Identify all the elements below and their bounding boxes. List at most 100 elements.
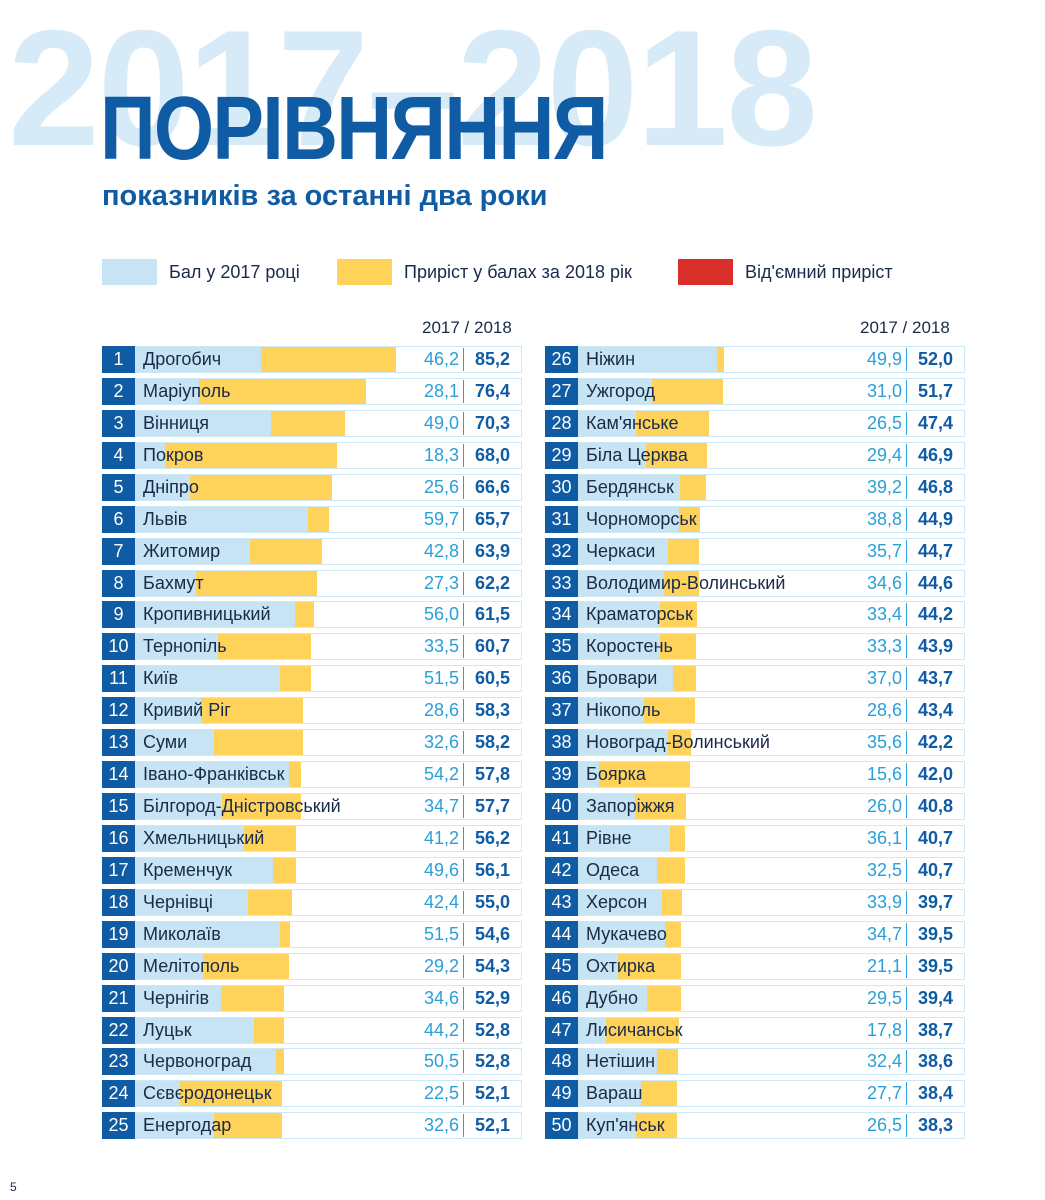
rank-badge: 6 [102,505,135,533]
chart-row: 42 Одеса 32,5 40,7 [545,856,965,884]
value-2017: 49,6 [423,859,459,880]
rank-badge: 9 [102,601,135,629]
value-2017: 37,0 [866,668,902,689]
value-2017: 22,5 [423,1083,459,1104]
value-2018: 76,4 [474,380,510,401]
value-2017: 29,5 [866,987,902,1008]
bar-gain [295,601,315,629]
city-name: Запоріжжя [586,796,675,817]
value-separator [906,411,907,435]
rank-badge: 31 [545,505,578,533]
value-2018: 55,0 [474,891,510,912]
chart-row: 17 Кременчук 49,6 56,1 [102,856,522,884]
value-separator [906,922,907,946]
bar-gain [307,505,329,533]
bar-gain [200,697,304,725]
bar-gain [678,505,700,533]
chart-row: 36 Бровари 37,0 43,7 [545,665,965,693]
city-name: Бахмут [143,572,204,593]
legend-swatch-negative [678,259,733,285]
chart-row: 15 Білгород-Дністровський 34,7 57,7 [102,793,522,821]
value-2017: 15,6 [866,764,902,785]
city-name: Чорноморськ [586,508,697,529]
bar-2017 [578,346,718,373]
value-separator [463,1018,464,1042]
rank-badge: 43 [545,888,578,916]
chart-row: 20 Мелітополь 29,2 54,3 [102,952,522,980]
chart-row: 8 Бахмут 27,3 62,2 [102,569,522,597]
chart-row: 6 Львів 59,7 65,7 [102,505,522,533]
bar-gain [634,793,686,821]
value-2017: 42,8 [423,540,459,561]
value-separator [463,890,464,914]
bar-gain [646,984,681,1012]
city-name: Черкаси [586,540,656,561]
value-2017: 46,2 [423,349,459,369]
bar-2017 [135,856,274,884]
rank-badge: 30 [545,473,578,501]
chart-row: 41 Рівне 36,1 40,7 [545,824,965,852]
bar-2017 [578,1080,641,1108]
value-2017: 33,4 [866,604,902,625]
value-2017: 56,0 [423,604,459,625]
chart-row: 5 Дніпро 25,6 66,6 [102,473,522,501]
rank-badge: 13 [102,729,135,757]
value-2017: 35,7 [866,540,902,561]
bar-2017 [135,952,203,980]
value-2018: 52,9 [474,987,510,1008]
value-separator [906,539,907,563]
value-2018: 51,7 [917,380,953,401]
chart-row: 37 Нікополь 28,6 43,4 [545,697,965,725]
city-name: Тернопіль [143,636,227,657]
bar-2017 [578,761,599,789]
value-2017: 27,3 [423,572,459,593]
bar-2017 [578,888,662,916]
value-2018: 38,6 [917,1051,953,1072]
bar-2017 [135,888,249,916]
legend-item-negative: Від'ємний приріст [678,258,893,286]
city-name: Куп'янськ [586,1115,665,1136]
rank-badge: 44 [545,920,578,948]
value-2018: 60,5 [474,668,510,689]
bar-gain [279,920,291,948]
value-separator [906,475,907,499]
chart-row: 30 Бердянськ 39,2 46,8 [545,473,965,501]
bar-gain [196,569,317,597]
bar-gain [660,601,698,629]
value-2017: 42,4 [423,891,459,912]
page-number: 5 [10,1180,17,1194]
value-separator [463,826,464,850]
chart-row: 48 Нетішин 32,4 38,6 [545,1048,965,1076]
chart-row: 35 Коростень 33,3 43,9 [545,633,965,661]
bar-gain [598,761,690,789]
rank-badge: 14 [102,761,135,789]
value-2017: 49,0 [423,412,459,433]
value-2018: 40,8 [917,796,953,817]
value-separator [906,635,907,659]
city-name: Нетішин [586,1051,656,1072]
value-separator [463,922,464,946]
value-2017: 49,9 [866,349,902,369]
value-separator [906,667,907,691]
city-name: Дубно [586,987,639,1008]
value-separator [906,348,907,371]
bar-2017 [135,793,222,821]
bar-gain [214,729,303,757]
bar-gain [668,537,700,565]
value-2018: 60,7 [474,636,510,657]
value-2018: 38,4 [917,1083,953,1104]
city-name: Кривий Ріг [143,700,231,721]
value-separator [906,379,907,403]
value-2018: 44,2 [917,604,953,625]
rank-badge: 7 [102,537,135,565]
value-2018: 85,2 [474,349,510,369]
value-2018: 39,7 [917,891,953,912]
chart-row: 2 Маріуполь 28,1 76,4 [102,377,522,405]
city-name: Житомир [143,540,221,561]
value-separator [463,1082,464,1106]
value-2018: 39,5 [917,923,953,944]
rank-badge: 17 [102,856,135,884]
chart-row: 44 Мукачево 34,7 39,5 [545,920,965,948]
city-name: Чернігів [143,987,210,1008]
rank-badge: 39 [545,761,578,789]
